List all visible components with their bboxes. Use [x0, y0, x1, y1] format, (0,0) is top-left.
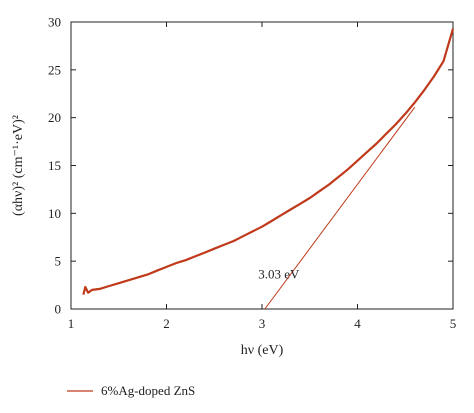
ticks: 1 2 3 4 5 0 5 10 15 20 25 30	[48, 15, 456, 332]
x-tick-label: 3	[259, 316, 266, 331]
tangent-line	[264, 106, 416, 310]
legend: 6%Ag-doped ZnS	[67, 383, 195, 398]
y-tick-label: 0	[55, 302, 62, 317]
y-tick-label: 10	[48, 206, 61, 221]
x-tick-label: 2	[163, 316, 170, 331]
y-tick-label: 15	[48, 158, 61, 173]
legend-label: 6%Ag-doped ZnS	[101, 383, 195, 398]
y-tick-label: 25	[48, 62, 61, 77]
y-tick-label: 20	[48, 110, 61, 125]
annotation-label: 3.03 eV	[258, 267, 300, 282]
y-tick-label: 30	[48, 15, 61, 30]
x-axis-title: hν (eV)	[241, 343, 284, 358]
y-axis-title: (αhν)² (cm⁻¹·eV)²	[11, 115, 26, 216]
x-tick-label: 4	[354, 316, 361, 331]
y-tick-label: 5	[55, 254, 62, 269]
series-line	[82, 28, 455, 295]
x-tick-label: 1	[68, 316, 75, 331]
x-tick-label: 5	[450, 316, 457, 331]
